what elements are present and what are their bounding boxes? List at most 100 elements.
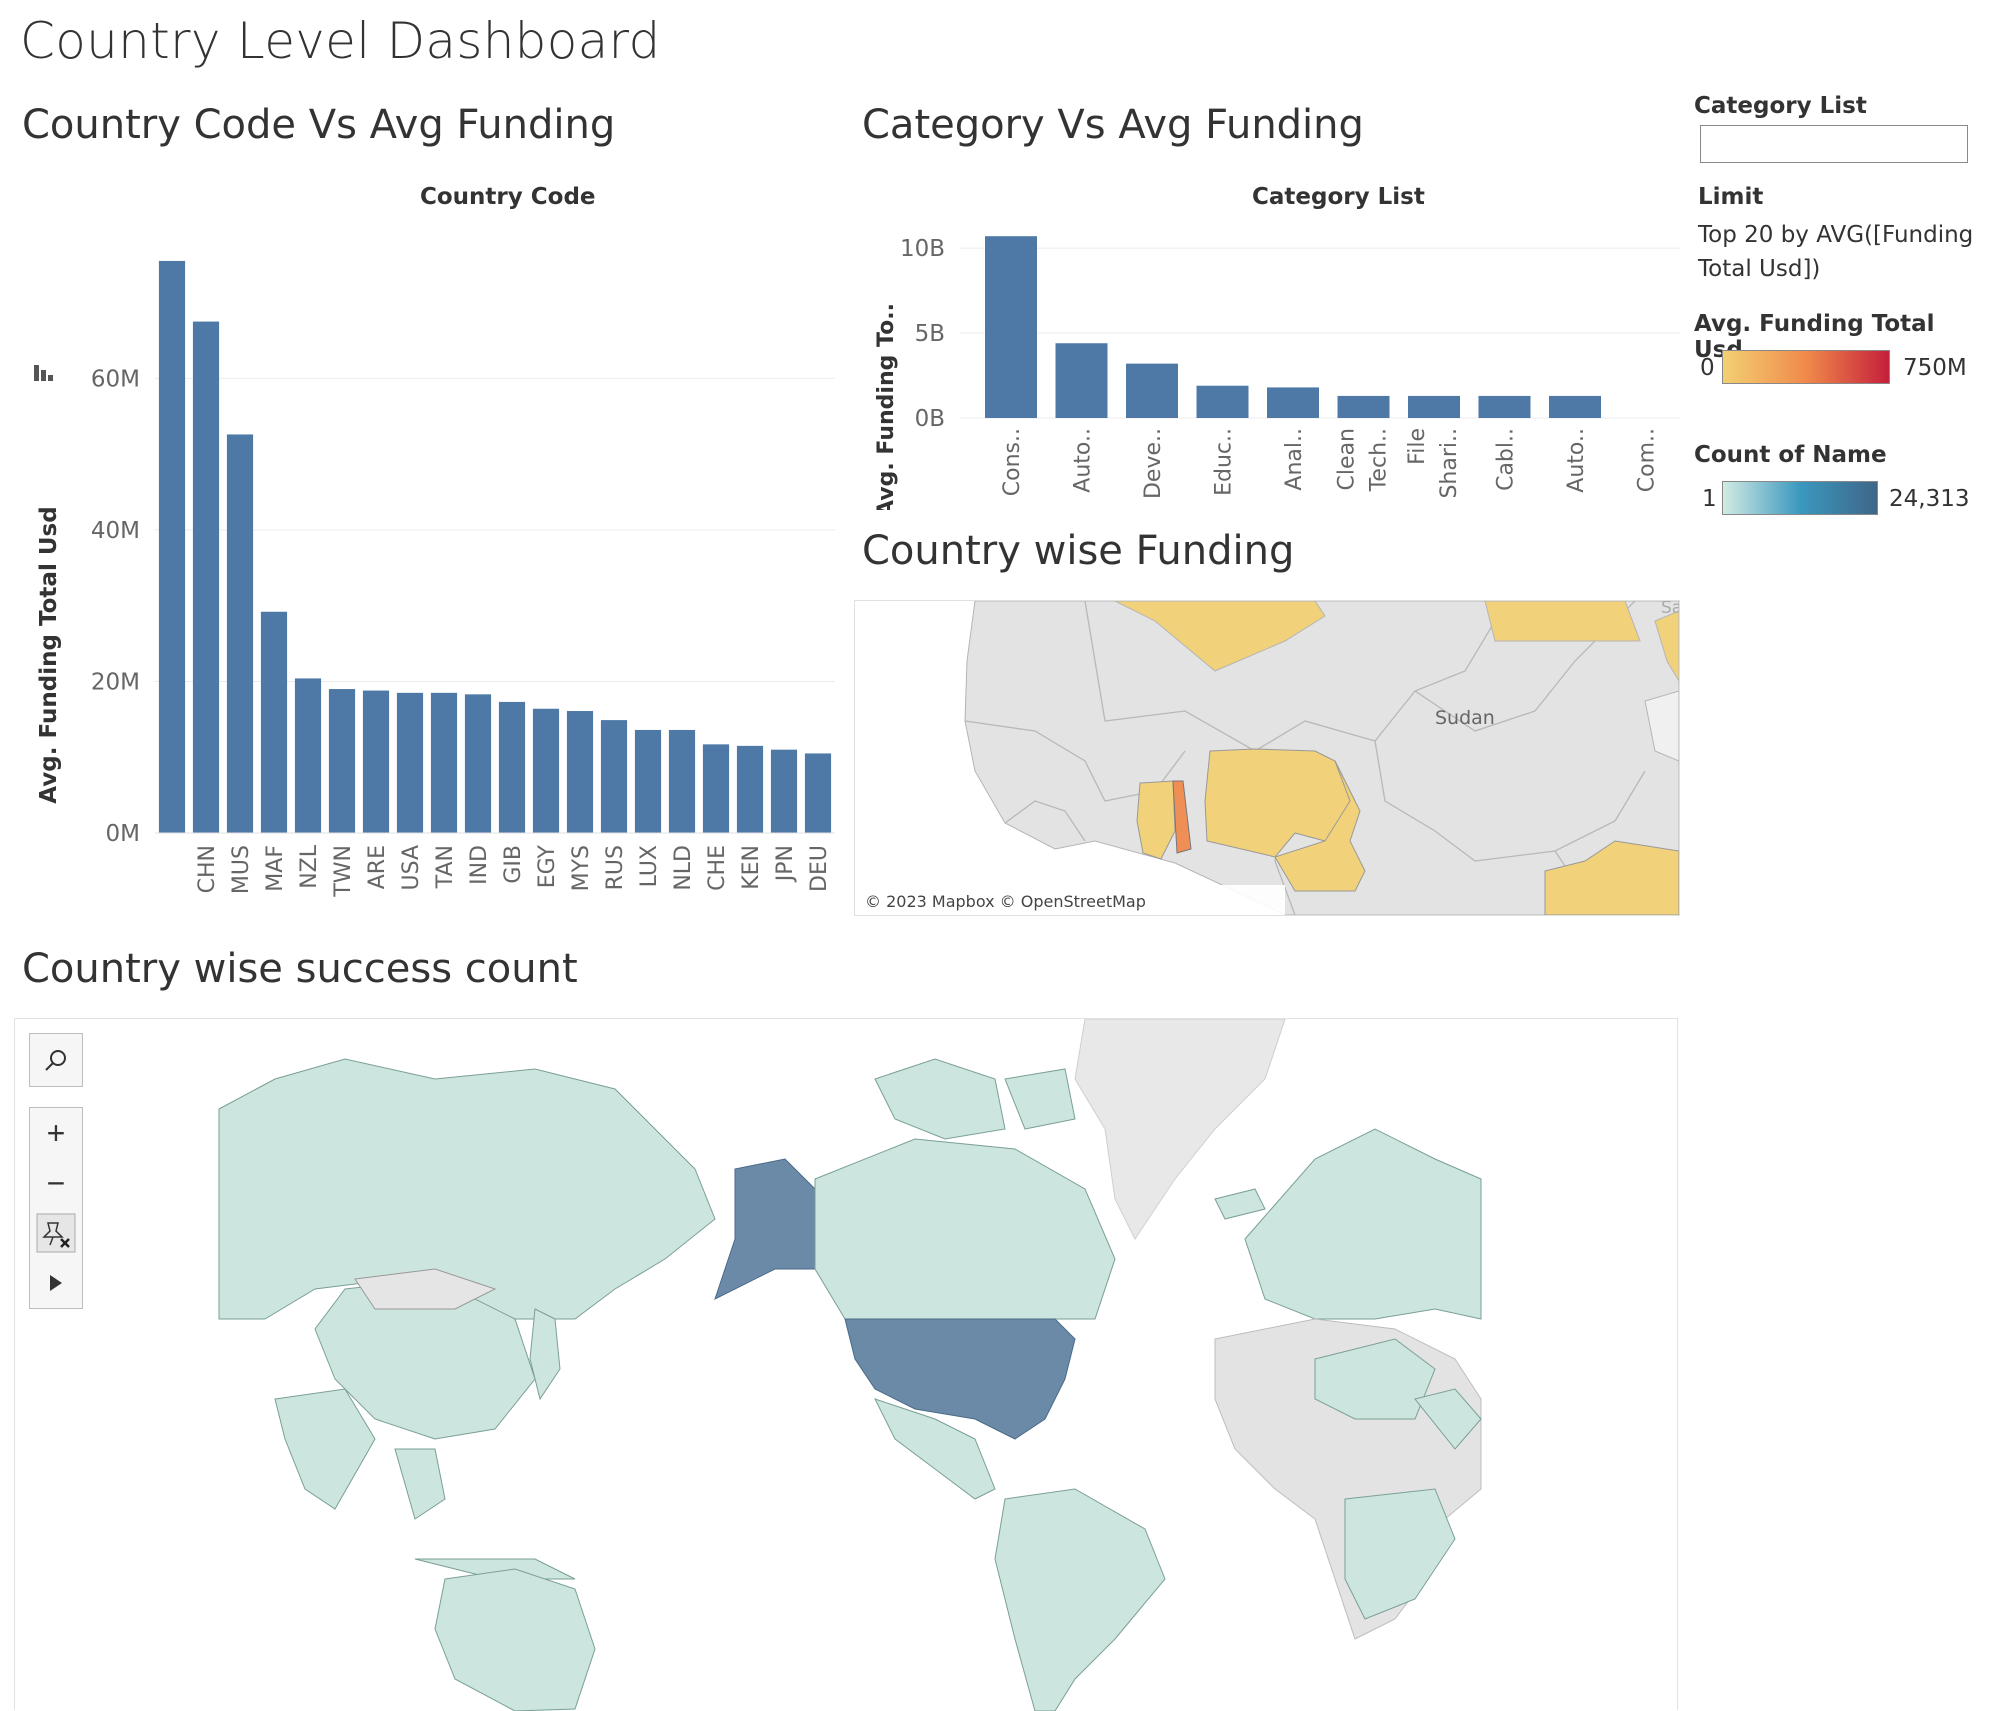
y-tick-label: 60M bbox=[91, 366, 140, 392]
x-tick-label: IND bbox=[467, 845, 492, 885]
x-tick-label: EGY bbox=[535, 844, 560, 888]
bars bbox=[985, 236, 1601, 418]
sheet-title-country-funding: Country wise Funding bbox=[862, 528, 1295, 574]
success-count-map[interactable]: + − bbox=[14, 1018, 1678, 1711]
category-bar-chart[interactable]: 0B 5B 10B Cons.. Auto.. Deve.. Educ.. Anal.. Cl… bbox=[860, 200, 1690, 510]
limit-title: Limit bbox=[1698, 184, 1764, 210]
x-tick-label: USA bbox=[399, 845, 424, 891]
y-axis-label: Avg. Funding Total Usd bbox=[36, 506, 62, 803]
x-tick-label: Auto.. bbox=[1564, 428, 1589, 493]
legend-title-funding: Avg. Funding Total Usd bbox=[1694, 311, 1935, 363]
unpin-icon bbox=[36, 1213, 76, 1253]
x-tick-label: TWN bbox=[331, 845, 356, 898]
bar-usa[interactable] bbox=[396, 692, 424, 833]
map-label-cut: Sa bbox=[1661, 601, 1679, 618]
bar-che[interactable] bbox=[702, 744, 730, 833]
sheet-title-success-count: Country wise success count bbox=[22, 946, 578, 992]
y-axis-ticks: 0M 20M 40M 60M bbox=[91, 366, 140, 847]
bar-ken[interactable] bbox=[736, 745, 764, 833]
bar-nld[interactable] bbox=[668, 729, 696, 833]
x-tick-label: MUS bbox=[229, 845, 254, 894]
x-tick-label: Com.. bbox=[1635, 428, 1660, 492]
bar-tan[interactable] bbox=[430, 692, 458, 833]
bar-gib[interactable] bbox=[498, 701, 526, 833]
unpin-map-button[interactable] bbox=[30, 1208, 82, 1258]
column-header-country-code[interactable]: Country Code bbox=[420, 184, 596, 210]
legend-funding-max: 750M bbox=[1903, 355, 1967, 381]
map-label-sudan: Sudan bbox=[1435, 707, 1495, 729]
x-tick-label: TAN bbox=[433, 845, 458, 889]
bar-maf[interactable] bbox=[260, 611, 288, 833]
map-search-button[interactable] bbox=[29, 1033, 83, 1087]
bar-category[interactable] bbox=[1478, 395, 1531, 418]
legend-count-gradient bbox=[1722, 481, 1878, 515]
sheet-title-country-code: Country Code Vs Avg Funding bbox=[22, 102, 616, 148]
bar-category[interactable] bbox=[1549, 395, 1601, 418]
zoom-in-button[interactable]: + bbox=[30, 1108, 82, 1158]
legend-count-min: 1 bbox=[1702, 486, 1717, 512]
dashboard-title: Country Level Dashboard bbox=[20, 12, 661, 70]
x-tick-label: KEN bbox=[739, 845, 764, 890]
y-tick-label: 10B bbox=[900, 236, 945, 262]
y-tick-label: 5B bbox=[915, 321, 945, 347]
bar-deu[interactable] bbox=[804, 753, 832, 833]
x-tick-label: MYS bbox=[569, 845, 594, 891]
bar-mys[interactable] bbox=[566, 711, 594, 833]
bar-category[interactable] bbox=[1126, 363, 1178, 418]
play-icon bbox=[50, 1275, 62, 1291]
x-tick-label: NLD bbox=[671, 845, 696, 891]
y-axis-label: Avg. Funding To.. bbox=[874, 303, 899, 510]
bar-unlabeled[interactable] bbox=[158, 260, 186, 833]
map-attribution[interactable]: © 2023 Mapbox © OpenStreetMap bbox=[865, 892, 1146, 911]
bar-are[interactable] bbox=[362, 690, 390, 833]
bar-category[interactable] bbox=[1267, 387, 1319, 418]
bar-category[interactable] bbox=[1196, 385, 1249, 418]
country-bar-chart[interactable]: 0M 20M 40M 60M CHN MUS MAF NZL TWN ARE USA TAN IND G… bbox=[0, 200, 850, 910]
search-icon bbox=[45, 1050, 66, 1071]
bar-chn[interactable] bbox=[192, 321, 220, 833]
bar-category[interactable] bbox=[1408, 395, 1460, 418]
x-tick-label: CHN bbox=[195, 845, 220, 893]
legend-funding-gradient bbox=[1722, 350, 1890, 384]
bar-category[interactable] bbox=[1337, 395, 1390, 418]
column-header-category-list[interactable]: Category List bbox=[1252, 184, 1425, 210]
x-tick-label: Clean bbox=[1335, 428, 1360, 490]
y-tick-label: 20M bbox=[91, 669, 140, 695]
x-axis-ticks: CHN MUS MAF NZL TWN ARE USA TAN IND GIB EGY MYS RUS L… bbox=[195, 844, 832, 897]
minus-icon: − bbox=[46, 1164, 66, 1201]
bar-category[interactable] bbox=[1055, 343, 1108, 418]
bar-lux[interactable] bbox=[634, 729, 662, 833]
sort-descending-icon[interactable] bbox=[34, 365, 53, 381]
x-tick-label: RUS bbox=[603, 845, 628, 890]
bar-egy[interactable] bbox=[532, 708, 560, 833]
y-axis-ticks: 0B 5B 10B bbox=[900, 236, 945, 432]
bar-jpn[interactable] bbox=[770, 749, 798, 833]
expand-toolbar-button[interactable] bbox=[30, 1258, 82, 1308]
bars bbox=[158, 260, 832, 833]
world-map bbox=[218, 1019, 1482, 1711]
x-tick-label: GIB bbox=[501, 845, 526, 884]
x-tick-label: Auto.. bbox=[1071, 428, 1096, 493]
grid-lines bbox=[155, 377, 835, 834]
bar-nzl[interactable] bbox=[294, 678, 322, 833]
x-tick-label: Anal.. bbox=[1282, 428, 1307, 491]
west-africa-map: Sudan Sa © 2023 Mapbox © OpenStreetMap bbox=[855, 601, 1679, 915]
legend-count-max: 24,313 bbox=[1889, 486, 1970, 512]
bar-mus[interactable] bbox=[226, 434, 254, 833]
bar-category[interactable] bbox=[985, 236, 1037, 418]
y-tick-label: 40M bbox=[91, 518, 140, 544]
x-tick-label: DEU bbox=[807, 845, 832, 892]
plus-icon: + bbox=[46, 1114, 66, 1151]
x-tick-label: File bbox=[1405, 428, 1430, 465]
funding-map[interactable]: Sudan Sa © 2023 Mapbox © OpenStreetMap bbox=[854, 600, 1680, 916]
bar-ind[interactable] bbox=[464, 694, 492, 833]
legend-title-count: Count of Name bbox=[1694, 442, 1887, 468]
category-list-filter-input[interactable] bbox=[1700, 125, 1968, 163]
y-tick-label: 0M bbox=[106, 821, 140, 847]
y-tick-label: 0B bbox=[915, 406, 945, 432]
zoom-out-button[interactable]: − bbox=[30, 1158, 82, 1208]
x-tick-label: LUX bbox=[637, 845, 662, 887]
bar-twn[interactable] bbox=[328, 689, 356, 833]
x-tick-label: NZL bbox=[297, 844, 322, 889]
bar-rus[interactable] bbox=[600, 720, 628, 833]
